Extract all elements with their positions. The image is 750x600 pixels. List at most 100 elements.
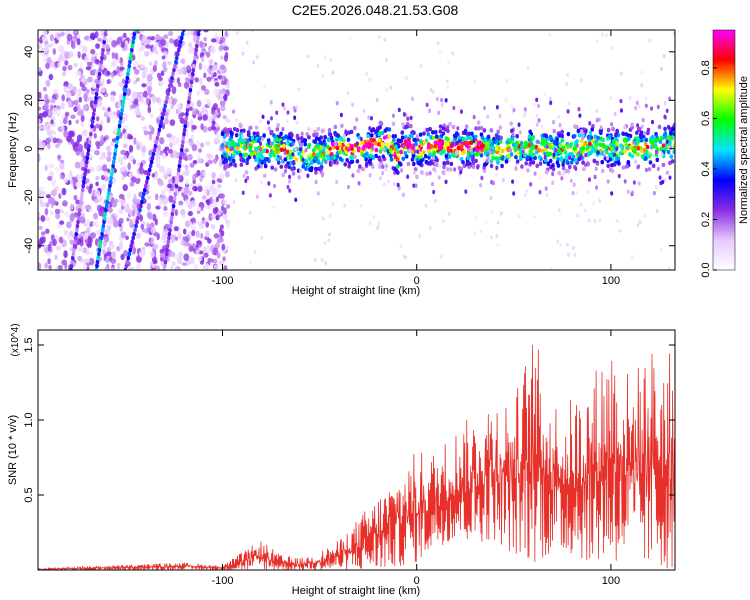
heatmap-cell [214, 122, 220, 128]
heatmap-cell [93, 198, 99, 204]
heatmap-cell [668, 175, 672, 180]
heatmap-cell [132, 202, 137, 211]
heatmap-cell [576, 213, 580, 218]
heatmap-cell [418, 139, 423, 145]
heatmap-cell [438, 129, 443, 134]
heatmap-cell [610, 168, 615, 174]
heatmap-cell [205, 230, 210, 238]
heatmap-cell [59, 174, 64, 180]
heatmap-cell [189, 218, 195, 223]
heatmap-cell [212, 201, 218, 209]
heatmap-cell [573, 253, 577, 258]
heatmap-cell [406, 144, 410, 150]
heatmap-cell [220, 143, 225, 148]
heatmap-cell [411, 129, 415, 135]
heatmap-cell [95, 43, 101, 49]
heatmap-cell [206, 115, 213, 124]
heatmap-cell [531, 160, 536, 165]
heatmap-cell [219, 224, 224, 230]
heatmap-cell [427, 155, 431, 160]
heatmap-cell [50, 98, 56, 104]
heatmap-cell [651, 163, 656, 169]
heatmap-cell [377, 221, 381, 226]
heatmap-cell [450, 152, 455, 157]
heatmap-cell [242, 128, 246, 133]
heatmap-cell [335, 151, 340, 156]
heatmap-cell [41, 35, 48, 43]
heatmap-cell [246, 132, 251, 138]
heatmap-cell [234, 132, 239, 138]
heatmap-cell [472, 147, 476, 152]
heatmap-cell [194, 77, 199, 83]
snr-frame [37, 329, 676, 571]
heatmap-cell [38, 262, 42, 270]
heatmap-cell [350, 154, 354, 159]
heatmap-cell [123, 154, 127, 160]
heatmap-cell [581, 160, 585, 165]
heatmap-cell [83, 232, 89, 240]
heatmap-cell [495, 173, 498, 178]
heatmap-cell [100, 134, 104, 143]
heatmap-cell [189, 83, 193, 89]
heatmap-cell [560, 129, 565, 135]
heatmap-cell [190, 75, 195, 81]
heatmap-cell [100, 210, 105, 217]
heatmap-cell [330, 142, 335, 147]
heatmap-cell [462, 149, 466, 155]
heatmap-cell [376, 128, 380, 133]
heatmap-cell [197, 30, 201, 33]
heatmap-cell [391, 121, 396, 127]
heatmap-cell [568, 164, 572, 170]
heatmap-cell [147, 88, 152, 96]
heatmap-cell [640, 83, 644, 88]
heatmap-cell [495, 234, 499, 239]
heatmap-cell [397, 144, 401, 149]
heatmap-cell [220, 205, 225, 211]
heatmap-cell [301, 157, 305, 162]
heatmap-cell [251, 30, 255, 33]
heatmap-cell [432, 189, 436, 195]
heatmap-cell [451, 51, 455, 56]
heatmap-cell [73, 235, 78, 241]
heatmap-cell [658, 175, 662, 180]
heatmap-cell [409, 123, 413, 129]
heatmap-cell [201, 219, 206, 224]
heatmap-cell [170, 234, 177, 240]
heatmap-cell [546, 161, 551, 166]
heatmap-cell [532, 103, 536, 108]
heatmap-cell [269, 100, 273, 105]
heatmap-cell [377, 131, 382, 137]
heatmap-cell [106, 224, 112, 231]
heatmap-cell [188, 87, 193, 93]
heatmap-cell [635, 100, 639, 105]
heatmap-cell [50, 104, 54, 111]
heatmap-cell [198, 77, 203, 86]
heatmap-cell [338, 141, 342, 146]
heatmap-cell [598, 142, 603, 148]
heatmap-cell [276, 123, 280, 128]
heatmap-cell [143, 187, 147, 193]
heatmap-cell [138, 30, 145, 33]
heatmap-cell [51, 107, 58, 116]
heatmap-cell [150, 126, 155, 135]
heatmap-cell [171, 86, 177, 95]
heatmap-cell [172, 195, 177, 201]
heatmap-cell [566, 72, 570, 77]
heatmap-cell [667, 267, 671, 270]
heatmap-cell [162, 107, 167, 113]
heatmap-cell [335, 146, 340, 151]
heatmap-cell [245, 160, 249, 166]
heatmap-cell [355, 159, 360, 164]
heatmap-cell [333, 124, 338, 130]
heatmap-cell [442, 160, 447, 166]
heatmap-cell [136, 215, 140, 221]
heatmap-cell [413, 170, 417, 175]
heatmap-cell [321, 216, 325, 221]
heatmap-cell [75, 70, 82, 77]
heatmap-cell [393, 144, 398, 149]
heatmap-cell [69, 239, 74, 245]
heatmap-cell [588, 131, 593, 136]
heatmap-cell [435, 96, 439, 102]
heatmap-cell [239, 155, 243, 161]
heatmap-cell [283, 169, 287, 174]
